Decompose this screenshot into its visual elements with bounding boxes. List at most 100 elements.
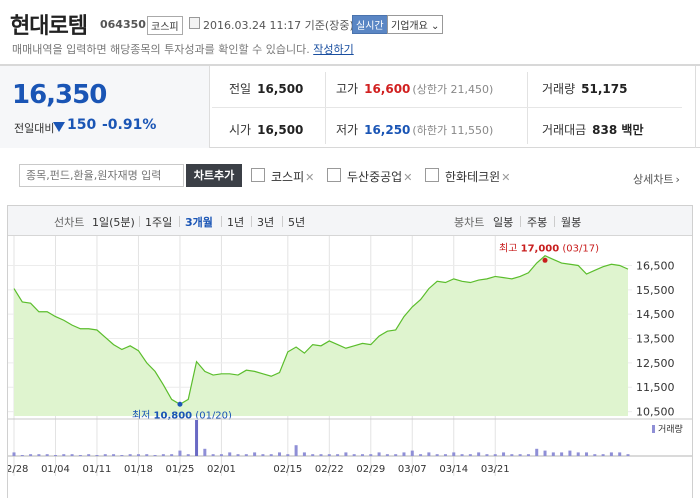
- tab-monthly[interactable]: 월봉: [561, 216, 582, 229]
- x-tick-label: 01/11: [83, 464, 112, 475]
- compare-checkbox-kospi[interactable]: [251, 168, 265, 182]
- compare-bar: 차트추가 코스피✕ 두산중공업✕ 한화테크윈✕ 상세차트: [0, 158, 700, 198]
- notice-text: 매매내역을 입력하면 해당종목의 투자성과를 확인할 수 있습니다.: [12, 43, 310, 56]
- candle-chart-label: 봉차트: [454, 216, 485, 229]
- volume-bar: [78, 455, 82, 456]
- volume-bar: [493, 454, 497, 456]
- remove-icon[interactable]: ✕: [305, 171, 315, 184]
- volume-bar: [195, 420, 199, 456]
- write-link[interactable]: 작성하기: [313, 43, 354, 56]
- compare-item-kospi: 코스피✕: [271, 168, 314, 185]
- volume-bar: [120, 455, 124, 456]
- compare-checkbox-doosan[interactable]: [327, 168, 341, 182]
- tab-3month[interactable]: 3개월: [185, 216, 213, 229]
- volume-legend-label: 거래량: [658, 423, 683, 435]
- open-label: 시가: [229, 123, 252, 137]
- divider: [325, 72, 326, 144]
- compare-search-input[interactable]: [19, 164, 184, 187]
- remove-icon[interactable]: ✕: [501, 171, 511, 184]
- volume-bar: [460, 454, 464, 456]
- divider: [221, 216, 222, 227]
- volume-bar: [128, 454, 132, 456]
- x-tick-label: 02/29: [356, 464, 385, 475]
- current-price: 16,350: [12, 80, 107, 110]
- company-overview-label: 기업개요: [391, 21, 428, 32]
- volume-bar: [518, 454, 522, 456]
- chart-tab-bar: 선차트 1일(5분) 1주일 3개월 1년 3년 5년 봉차트 일봉 주봉 월봉: [8, 206, 692, 236]
- stock-name: 현대로템: [10, 14, 88, 39]
- add-chart-button[interactable]: 차트추가: [186, 164, 242, 187]
- volume-bar: [526, 454, 530, 456]
- volume-bar: [468, 454, 472, 456]
- compare-item-label: 한화테크윈: [445, 170, 501, 184]
- volume-bar: [219, 454, 223, 456]
- trade-amount: 거래대금 838 백만: [542, 121, 643, 138]
- volume-bar: [609, 452, 613, 456]
- volume-bar: [261, 454, 265, 456]
- volume-bar: [377, 452, 381, 456]
- realtime-button[interactable]: 실시간: [352, 15, 388, 34]
- change-percent: -0.91%: [102, 117, 157, 133]
- price-area: [14, 255, 628, 416]
- volume-bar: [278, 452, 282, 456]
- volume-bar: [161, 454, 165, 456]
- detail-chart-link[interactable]: 상세차트: [633, 171, 680, 187]
- volume-bar: [352, 454, 356, 456]
- remove-icon[interactable]: ✕: [403, 171, 413, 184]
- clock-icon: [189, 17, 200, 29]
- stock-code: 064350: [100, 18, 146, 31]
- quote-panel: 16,350 전일대비 150 -0.91% 전일 16,500 시가 16,500…: [0, 64, 700, 148]
- max-marker: [542, 257, 548, 263]
- quote-datetime: 2016.03.24 11:17 기준(장중): [203, 19, 354, 32]
- high-label: 고가: [336, 82, 359, 96]
- volume-bar: [70, 454, 74, 456]
- x-tick-label: 01/25: [166, 464, 195, 475]
- tab-1week[interactable]: 1주일: [145, 216, 173, 229]
- amount-label: 거래대금: [542, 123, 587, 137]
- trade-notice: 매매내역을 입력하면 해당종목의 투자성과를 확인할 수 있습니다. 작성하기: [12, 41, 354, 57]
- tab-1year[interactable]: 1년: [227, 216, 245, 229]
- x-tick-label: 02/01: [207, 464, 236, 475]
- compare-item-doosan: 두산중공업✕: [347, 168, 412, 185]
- volume-bar: [618, 452, 622, 456]
- tab-1day[interactable]: 1일(5분): [92, 216, 135, 229]
- volume-bar: [62, 454, 66, 456]
- volume-bar: [593, 454, 597, 456]
- x-tick-label: 01/18: [124, 464, 153, 475]
- x-tick-label: 12/28: [8, 464, 28, 475]
- amount-value: 838 백만: [592, 123, 644, 137]
- compare-checkbox-hanwha[interactable]: [425, 168, 439, 182]
- tab-5year[interactable]: 5년: [288, 216, 306, 229]
- volume-bar: [145, 454, 149, 456]
- tab-weekly[interactable]: 주봉: [527, 216, 548, 229]
- compare-item-label: 두산중공업: [347, 170, 403, 184]
- volume-bar: [443, 454, 447, 456]
- volume-bar: [601, 454, 605, 456]
- volume-bar: [369, 454, 373, 456]
- x-tick-label: 03/21: [481, 464, 510, 475]
- panel-edge: [695, 66, 700, 148]
- volume-label: 거래량: [542, 82, 576, 96]
- volume-bar: [294, 445, 298, 456]
- y-tick-label: 10,500: [636, 406, 675, 419]
- market-badge: 코스피: [147, 16, 183, 35]
- divider: [554, 216, 555, 227]
- company-overview-button[interactable]: 기업개요 ⌄: [387, 15, 444, 34]
- tab-daily[interactable]: 일봉: [493, 216, 514, 229]
- x-tick-label: 03/14: [439, 464, 468, 475]
- volume-bar: [211, 454, 215, 456]
- y-tick-label: 14,500: [636, 308, 675, 321]
- volume-bar: [203, 448, 207, 456]
- volume-bar: [311, 454, 315, 456]
- volume-bar: [136, 454, 140, 456]
- volume-bar: [153, 455, 157, 456]
- volume-bar: [477, 452, 481, 456]
- max-label: 최고 17,000 (03/17): [499, 242, 599, 254]
- high-value: 16,600: [364, 82, 411, 96]
- divider: [251, 216, 252, 227]
- stock-chart: 선차트 1일(5분) 1주일 3개월 1년 3년 5년 봉차트 일봉 주봉 월봉…: [7, 205, 693, 498]
- volume-bar: [394, 454, 398, 456]
- volume-bar: [402, 452, 406, 456]
- tab-3year[interactable]: 3년: [257, 216, 275, 229]
- y-tick-label: 16,500: [636, 259, 675, 272]
